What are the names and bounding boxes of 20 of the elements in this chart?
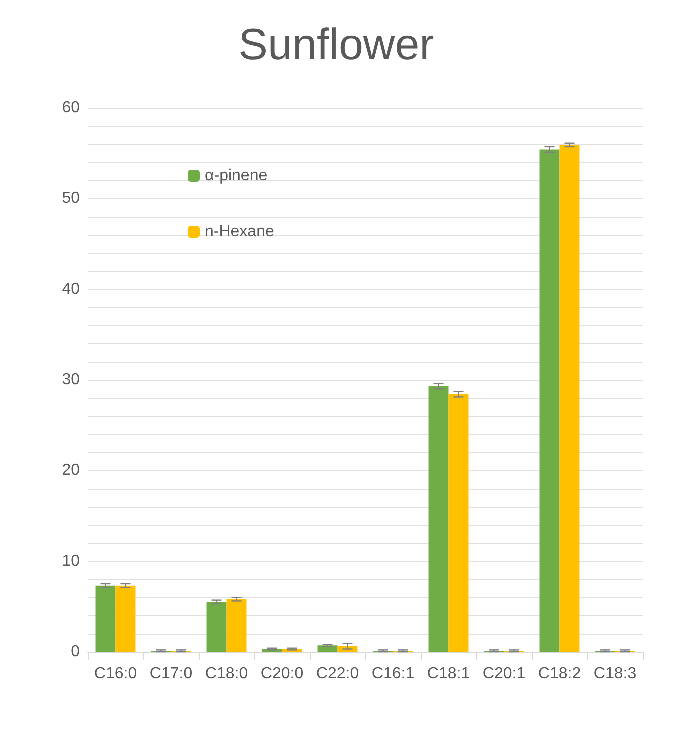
x-tick-label: C18:2: [538, 666, 582, 682]
y-tick-label: 40: [62, 280, 80, 298]
x-tick-label: C18:3: [594, 666, 637, 682]
x-tick-label: C20:1: [482, 666, 526, 682]
chart-title: Sunflower: [238, 20, 434, 70]
x-tick-label: C18:1: [427, 666, 470, 682]
x-tick-label: C17:0: [150, 666, 193, 682]
x-tick-label: C16:0: [94, 666, 138, 682]
y-tick-label: 10: [62, 552, 80, 570]
x-tick-label: C16:1: [372, 666, 415, 682]
x-tick-label: C22:0: [316, 666, 360, 682]
y-tick-label: 0: [71, 644, 80, 660]
legend-label: n-Hexane: [205, 224, 274, 240]
y-tick-label: 50: [62, 190, 80, 208]
x-tick-label: C20:0: [260, 666, 304, 682]
legend-label: α-pinene: [205, 168, 268, 184]
y-tick-label: 60: [62, 100, 80, 116]
y-tick-label: 20: [62, 462, 80, 480]
x-tick-label: C18:0: [205, 666, 248, 682]
y-tick-label: 30: [62, 372, 80, 388]
